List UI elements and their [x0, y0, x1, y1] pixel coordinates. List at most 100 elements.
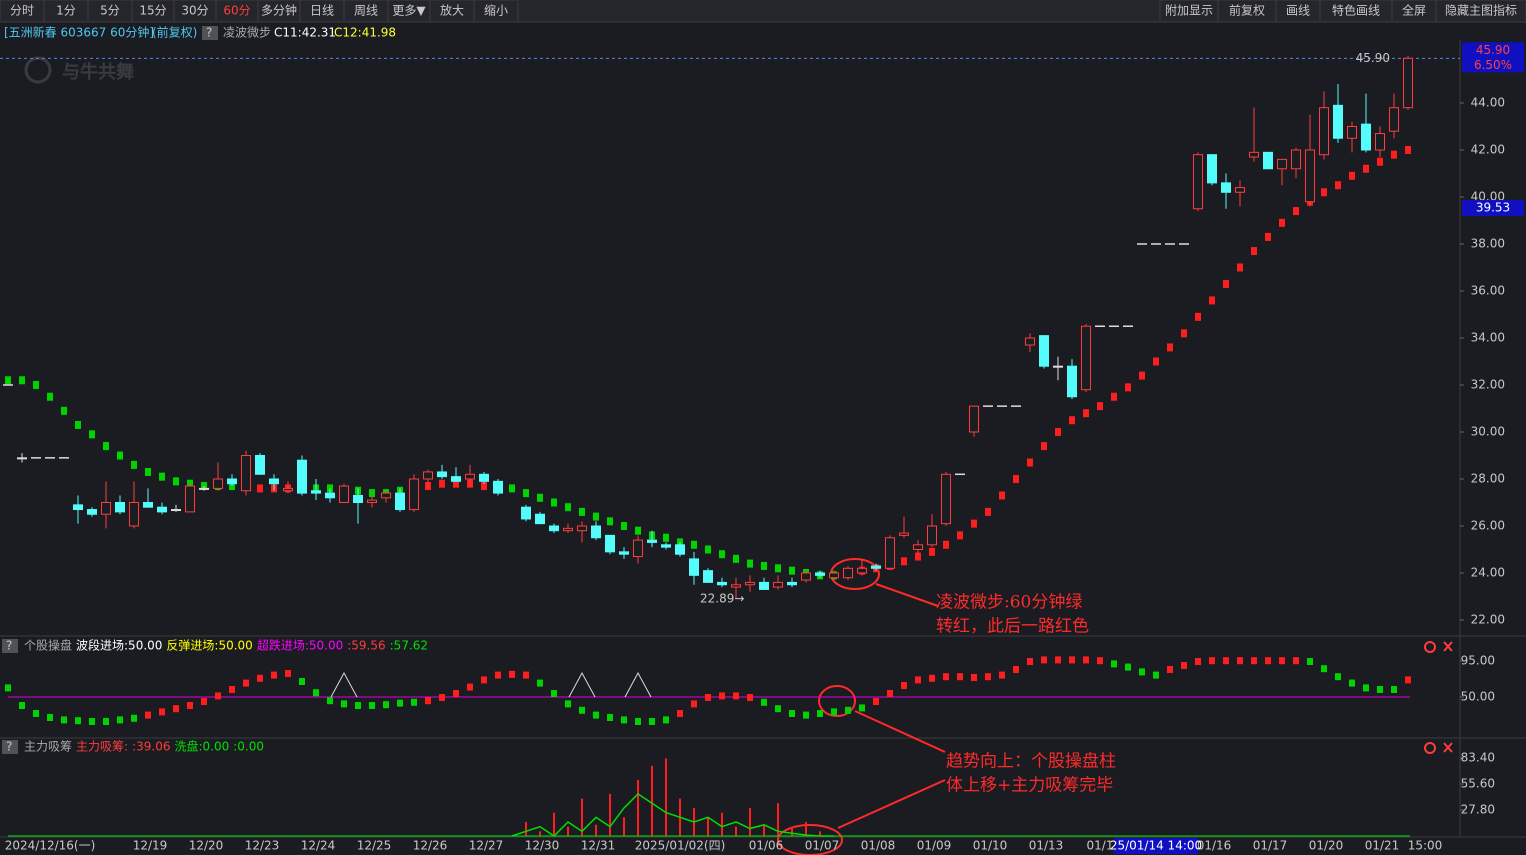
- dot: [131, 714, 137, 722]
- dot: [929, 674, 935, 682]
- toolbar-label[interactable]: 更多▼: [392, 4, 426, 18]
- dot: [747, 694, 753, 701]
- candle-body: [353, 494, 363, 503]
- step-dot: [1209, 296, 1215, 305]
- x-tick-label: 01/10: [973, 839, 1008, 853]
- step-dot: [1195, 312, 1201, 321]
- candle-body: [1347, 125, 1357, 139]
- toolbar-label[interactable]: 附加显示: [1165, 4, 1213, 18]
- step-dot: [33, 380, 39, 389]
- dot: [103, 718, 109, 725]
- dot: [1069, 656, 1075, 664]
- candle-body: [269, 478, 279, 485]
- step-dot: [1279, 218, 1285, 227]
- candle-body: [409, 478, 419, 511]
- toolbar-button[interactable]: [1435, 0, 1526, 23]
- dot: [257, 674, 263, 682]
- step-dot: [943, 540, 949, 549]
- dot: [215, 692, 221, 700]
- dot: [89, 718, 95, 725]
- panel-label: 波段进场:50.00: [76, 638, 162, 653]
- panel-label: :0.00: [233, 740, 264, 754]
- toolbar-label[interactable]: 分时: [10, 4, 34, 18]
- dot: [75, 717, 81, 725]
- candle-body: [101, 501, 111, 515]
- candle-body: [1319, 107, 1329, 156]
- dot: [705, 694, 711, 701]
- dot: [1223, 657, 1229, 665]
- step-dot: [1223, 279, 1229, 288]
- candle-body: [731, 584, 741, 588]
- candle-body: [857, 567, 867, 574]
- step-dot: [257, 484, 263, 493]
- x-tick-label: 12/20: [189, 839, 224, 853]
- signal: [568, 671, 596, 698]
- toolbar-label[interactable]: 特色画线: [1332, 3, 1380, 18]
- candle-body: [73, 504, 83, 511]
- candle-body: [157, 506, 167, 513]
- toolbar-label[interactable]: 5分: [100, 4, 120, 18]
- low-mark: 22.89→: [700, 592, 744, 606]
- candle-body: [591, 525, 601, 539]
- y-tick-label: 22.00: [1471, 612, 1505, 626]
- step-dot: [1391, 150, 1397, 159]
- step-dot: [369, 489, 375, 498]
- step-dot: [89, 430, 95, 439]
- step-dot: [537, 493, 543, 502]
- toolbar-label[interactable]: 30分: [181, 4, 208, 18]
- toolbar-label[interactable]: 全屏: [1402, 3, 1426, 18]
- candle-body: [1235, 187, 1245, 193]
- cursor-price-box: [1462, 200, 1524, 217]
- toolbar-label[interactable]: 放大: [440, 3, 464, 18]
- dot: [1181, 662, 1187, 669]
- step-dot: [1377, 157, 1383, 166]
- toolbar-label[interactable]: 周线: [354, 4, 378, 18]
- signal: [624, 671, 652, 698]
- step-dot: [1097, 402, 1103, 411]
- change: 6.50%: [1474, 58, 1512, 72]
- dot: [467, 683, 473, 691]
- y-tick-label: 27.80: [1461, 803, 1495, 817]
- candle-body: [297, 459, 307, 494]
- dot: [453, 690, 459, 697]
- annotation-marks: [777, 558, 946, 855]
- dot: [915, 676, 921, 684]
- dot: [523, 671, 529, 679]
- toolbar-label[interactable]: 日线: [310, 4, 334, 18]
- y-tick-label: 55.60: [1461, 777, 1495, 791]
- step-dot: [635, 526, 641, 535]
- dot: [1307, 658, 1313, 665]
- step-dot: [1069, 416, 1075, 425]
- toolbar-label[interactable]: 缩小: [484, 3, 508, 18]
- toolbar-label[interactable]: 画线: [1286, 4, 1310, 18]
- y-tick-label: 24.00: [1471, 565, 1505, 579]
- cursor-price: 39.53: [1476, 201, 1510, 215]
- toolbar-label[interactable]: 多分钟: [261, 3, 297, 18]
- x-tick-label: 15:00: [1408, 839, 1443, 853]
- toolbar-label[interactable]: 隐藏主图指标: [1445, 3, 1517, 18]
- step-dot: [775, 564, 781, 573]
- toolbar-label[interactable]: 前复权: [1229, 3, 1265, 18]
- x-tick-label: 01/17: [1253, 839, 1288, 853]
- toolbar-label[interactable]: 1分: [56, 4, 76, 18]
- panel-title: 主力吸筹: [24, 740, 72, 754]
- highlight-label: 25/01/14 14:00: [1110, 839, 1202, 853]
- toolbar-label[interactable]: 15分: [139, 4, 166, 18]
- step-dot: [1153, 357, 1159, 366]
- step-dot: [1181, 329, 1187, 338]
- dot: [761, 698, 767, 706]
- y-tick-label: 40.00: [1471, 189, 1505, 203]
- candle-body: [969, 405, 979, 433]
- panel-label: :39.06: [132, 740, 170, 754]
- dot: [243, 679, 249, 687]
- toolbar-label[interactable]: 60分: [223, 4, 250, 18]
- step-dot: [719, 550, 725, 559]
- toolbar-button[interactable]: [473, 0, 519, 23]
- dot: [1209, 657, 1215, 665]
- dot: [901, 682, 907, 689]
- candle-body: [927, 525, 937, 546]
- dot: [1153, 671, 1159, 679]
- dot: [341, 700, 347, 708]
- candle-body: [759, 581, 769, 590]
